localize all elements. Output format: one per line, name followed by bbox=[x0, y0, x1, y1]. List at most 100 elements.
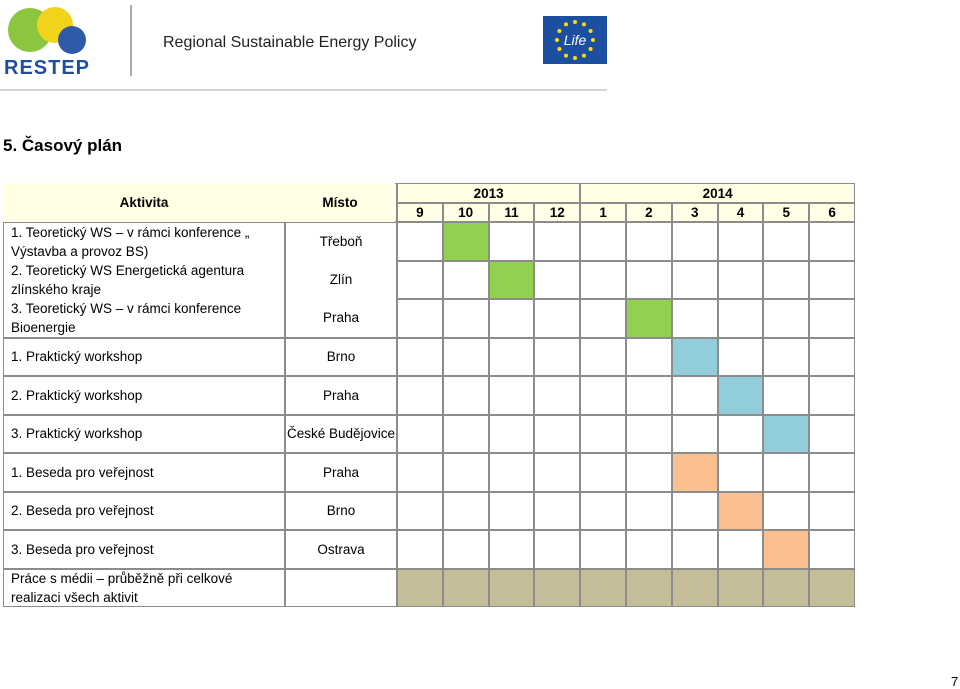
schedule-cell bbox=[717, 299, 764, 338]
schedule-cell bbox=[671, 260, 718, 299]
activity-cell: 2. Teoretický WS Energetická agentura zl… bbox=[3, 260, 285, 299]
schedule-cell bbox=[397, 337, 443, 376]
schedule-bar bbox=[763, 530, 810, 569]
schedule-cell bbox=[488, 376, 535, 415]
schedule-cell bbox=[488, 414, 535, 453]
schedule-cell bbox=[626, 453, 672, 492]
eu-stars bbox=[555, 20, 595, 60]
schedule-bar bbox=[763, 568, 810, 607]
schedule-bar bbox=[671, 337, 718, 376]
place-cell: Třeboň bbox=[285, 222, 397, 261]
eu-star bbox=[573, 20, 577, 24]
activity-cell: 3. Praktický workshop bbox=[3, 414, 285, 453]
schedule-cell bbox=[809, 337, 855, 376]
year-header: 2014 bbox=[580, 183, 855, 203]
schedule-cell bbox=[488, 491, 535, 530]
schedule-cell bbox=[442, 491, 489, 530]
place-cell: Praha bbox=[285, 299, 397, 338]
schedule-cell bbox=[763, 376, 810, 415]
schedule-cell bbox=[580, 491, 626, 530]
eu-star bbox=[582, 53, 586, 58]
schedule-bar bbox=[488, 260, 535, 299]
schedule-cell bbox=[809, 299, 855, 338]
eu-star bbox=[564, 53, 568, 58]
month-header: 1 bbox=[580, 203, 626, 222]
schedule-cell bbox=[626, 260, 672, 299]
schedule-bar bbox=[488, 568, 535, 607]
month-header: 6 bbox=[809, 203, 855, 222]
schedule-bar bbox=[442, 568, 489, 607]
schedule-cell bbox=[717, 222, 764, 261]
schedule-cell bbox=[534, 260, 581, 299]
page-number: 7 bbox=[951, 674, 959, 689]
schedule-cell bbox=[580, 453, 626, 492]
schedule-bar bbox=[717, 568, 764, 607]
schedule-cell bbox=[397, 453, 443, 492]
schedule-cell bbox=[488, 222, 535, 261]
schedule-cell bbox=[534, 376, 581, 415]
place-cell: Praha bbox=[285, 453, 397, 492]
schedule-bar bbox=[534, 568, 581, 607]
eu-star bbox=[588, 29, 593, 33]
schedule-cell bbox=[397, 260, 443, 299]
month-header: 3 bbox=[671, 203, 718, 222]
place-cell: Praha bbox=[285, 376, 397, 415]
schedule-cell bbox=[809, 260, 855, 299]
month-header: 2 bbox=[626, 203, 672, 222]
schedule-cell bbox=[626, 376, 672, 415]
month-header: 11 bbox=[488, 203, 535, 222]
schedule-cell bbox=[626, 337, 672, 376]
eu-star bbox=[557, 47, 562, 51]
place-cell: České Budějovice bbox=[285, 414, 397, 453]
schedule-bar bbox=[717, 491, 764, 530]
schedule-cell bbox=[534, 222, 581, 261]
schedule-cell bbox=[626, 222, 672, 261]
activity-cell: 3. Beseda pro veřejnost bbox=[3, 530, 285, 569]
place-cell: Ostrava bbox=[285, 530, 397, 569]
schedule-cell bbox=[809, 491, 855, 530]
schedule-cell bbox=[671, 222, 718, 261]
schedule-cell bbox=[717, 337, 764, 376]
schedule-cell bbox=[763, 299, 810, 338]
activity-cell: 1. Beseda pro veřejnost bbox=[3, 453, 285, 492]
place-cell bbox=[285, 568, 397, 607]
schedule-cell bbox=[671, 376, 718, 415]
eu-star bbox=[591, 38, 595, 42]
schedule-cell bbox=[534, 530, 581, 569]
activity-cell: 1. Praktický workshop bbox=[3, 337, 285, 376]
schedule-cell bbox=[763, 260, 810, 299]
schedule-cell bbox=[626, 414, 672, 453]
schedule-cell bbox=[580, 260, 626, 299]
schedule-cell bbox=[809, 414, 855, 453]
month-header: 9 bbox=[397, 203, 443, 222]
eu-star bbox=[582, 22, 586, 27]
schedule-cell bbox=[397, 222, 443, 261]
schedule-bar bbox=[671, 568, 718, 607]
schedule-bar bbox=[763, 414, 810, 453]
schedule-cell bbox=[763, 222, 810, 261]
schedule-cell bbox=[671, 491, 718, 530]
schedule-cell bbox=[763, 453, 810, 492]
eu-star bbox=[588, 47, 593, 51]
eu-star bbox=[573, 56, 577, 60]
schedule-cell bbox=[488, 337, 535, 376]
place-cell: Brno bbox=[285, 337, 397, 376]
logo-text: RESTEP bbox=[4, 57, 90, 79]
heading: 5. Časový plán bbox=[3, 136, 123, 155]
place-cell: Brno bbox=[285, 491, 397, 530]
schedule-cell bbox=[763, 337, 810, 376]
schedule-cell bbox=[763, 491, 810, 530]
schedule-cell bbox=[534, 299, 581, 338]
schedule-cell bbox=[442, 299, 489, 338]
schedule-cell bbox=[671, 299, 718, 338]
schedule-cell bbox=[580, 530, 626, 569]
schedule-cell bbox=[717, 260, 764, 299]
schedule-cell bbox=[809, 453, 855, 492]
schedule-bar bbox=[671, 453, 718, 492]
schedule-cell bbox=[534, 337, 581, 376]
schedule-cell bbox=[397, 414, 443, 453]
activity-cell: 2. Beseda pro veřejnost bbox=[3, 491, 285, 530]
schedule-cell bbox=[488, 299, 535, 338]
schedule-cell bbox=[580, 337, 626, 376]
schedule-cell bbox=[580, 414, 626, 453]
